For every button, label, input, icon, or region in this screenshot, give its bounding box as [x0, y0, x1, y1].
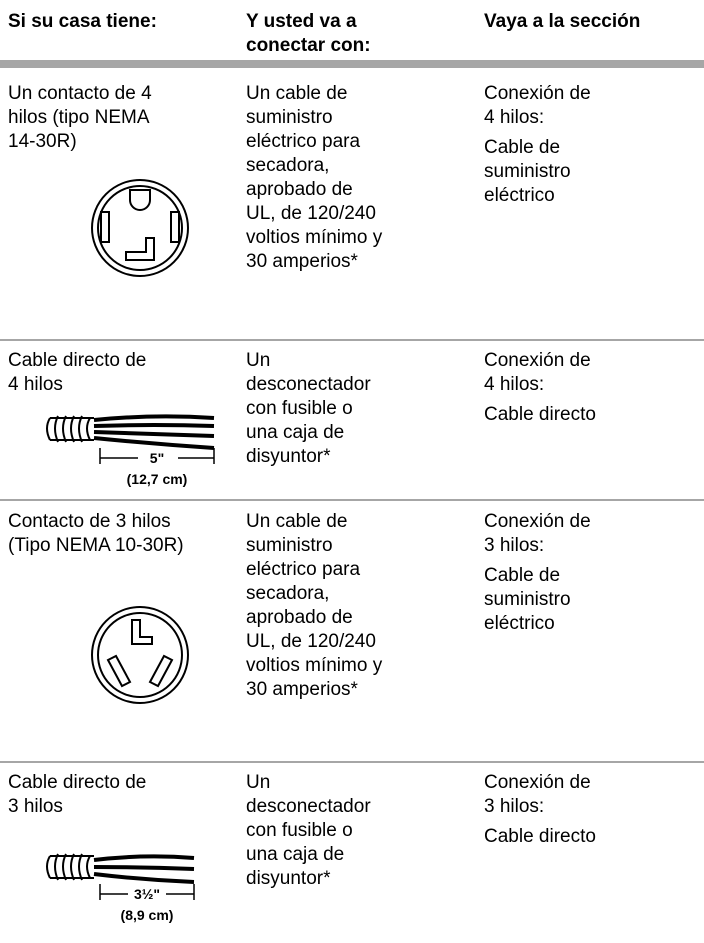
- text-line: con fusible o: [246, 398, 353, 419]
- section-cell: Conexión de 4 hilos: Cable de suministro elé…: [484, 82, 704, 214]
- text-line: conectar con:: [246, 35, 371, 56]
- text-line: Contacto de 3 hilos: [8, 511, 171, 532]
- text-line: disyuntor*: [246, 868, 331, 889]
- house-cell: Un contacto de 4 hilos (tipo NEMA 14-30R): [8, 82, 238, 154]
- house-cell: Contacto de 3 hilos (Tipo NEMA 10-30R): [8, 510, 238, 558]
- section-cell: Conexión de 3 hilos: Cable directo: [484, 771, 704, 855]
- text-line: suministro: [246, 535, 333, 556]
- text-line: voltios mínimo y: [246, 227, 383, 248]
- header-rule: [0, 60, 704, 68]
- section-cell: Conexión de 4 hilos: Cable directo: [484, 349, 704, 433]
- text-line: hilos (tipo NEMA: [8, 107, 150, 128]
- text-line: UL, de 120/240: [246, 631, 376, 652]
- paragraph: Conexión de 3 hilos:: [484, 771, 704, 819]
- cable-4-wire: [46, 414, 215, 464]
- text-line: suministro: [484, 161, 571, 182]
- text-line: 3 hilos: [8, 796, 63, 817]
- dimension-label: (8,9 cm): [121, 907, 174, 923]
- text-line: 3 hilos:: [484, 796, 545, 817]
- section-cell: Conexión de 3 hilos: Cable de suministro elé…: [484, 510, 704, 642]
- row-rule: [0, 339, 704, 341]
- text-line: Cable de: [484, 137, 561, 158]
- text-line: eléctrico: [484, 613, 555, 634]
- house-cell: Cable directo de 3 hilos: [8, 771, 238, 819]
- text-line: secadora,: [246, 583, 330, 604]
- connect-cell: Un cable de suministro eléctrico para secad…: [246, 510, 476, 702]
- dimension-label: 5": [150, 450, 164, 466]
- text-line: eléctrico para: [246, 131, 361, 152]
- paragraph: Cable directo: [484, 825, 704, 849]
- text-line: Un: [246, 350, 271, 371]
- paragraph: Conexión de 4 hilos:: [484, 349, 704, 397]
- text-line: 4 hilos:: [484, 374, 545, 395]
- text-line: con fusible o: [246, 820, 353, 841]
- paragraph: Cable de suministro eléctrico: [484, 136, 704, 208]
- text-line: Cable directo de: [8, 350, 147, 371]
- text-line: (Tipo NEMA 10-30R): [8, 535, 184, 556]
- text-line: voltios mínimo y: [246, 655, 383, 676]
- house-cell: Cable directo de 4 hilos: [8, 349, 238, 397]
- outlet-3-wire: [91, 606, 189, 704]
- text-line: 30 amperios*: [246, 251, 358, 272]
- text-line: suministro: [246, 107, 333, 128]
- text-line: Cable directo de: [8, 772, 147, 793]
- text-line: Si su casa tiene:: [8, 11, 157, 32]
- paragraph: Conexión de 4 hilos:: [484, 82, 704, 130]
- text-line: una caja de: [246, 844, 345, 865]
- text-line: disyuntor*: [246, 446, 331, 467]
- text-line: 4 hilos:: [484, 107, 545, 128]
- text-line: aprobado de: [246, 607, 353, 628]
- header-cell: Vaya a la sección: [484, 10, 704, 34]
- text-line: Conexión de: [484, 772, 591, 793]
- header-cell: Si su casa tiene:: [8, 10, 238, 34]
- paragraph: Cable de suministro eléctrico: [484, 564, 704, 636]
- text-line: aprobado de: [246, 179, 353, 200]
- paragraph: Cable directo: [484, 403, 704, 427]
- connect-cell: Un desconectador con fusible o una caja de d…: [246, 349, 476, 469]
- connect-cell: Un desconectador con fusible o una caja de d…: [246, 771, 476, 891]
- text-line: Un cable de: [246, 511, 348, 532]
- text-line: eléctrico para: [246, 559, 361, 580]
- text-line: 30 amperios*: [246, 679, 358, 700]
- text-line: secadora,: [246, 155, 330, 176]
- text-line: Un: [246, 772, 271, 793]
- text-line: 3 hilos:: [484, 535, 545, 556]
- text-line: suministro: [484, 589, 571, 610]
- text-line: Cable directo: [484, 404, 596, 425]
- text-line: Y usted va a: [246, 11, 357, 32]
- text-line: Vaya a la sección: [484, 11, 641, 32]
- text-line: Un contacto de 4: [8, 83, 152, 104]
- text-line: una caja de: [246, 422, 345, 443]
- header-cell: Y usted va a conectar con:: [246, 10, 476, 58]
- paragraph: Conexión de 3 hilos:: [484, 510, 704, 558]
- cable-3-wire: [46, 853, 195, 900]
- dimension-label: (12,7 cm): [127, 471, 188, 487]
- text-line: 4 hilos: [8, 374, 63, 395]
- text-line: eléctrico: [484, 185, 555, 206]
- text-line: Un cable de: [246, 83, 348, 104]
- connect-cell: Un cable de suministro eléctrico para secad…: [246, 82, 476, 274]
- row-rule: [0, 499, 704, 501]
- text-line: UL, de 120/240: [246, 203, 376, 224]
- text-line: Conexión de: [484, 511, 591, 532]
- row-rule: [0, 761, 704, 763]
- text-line: Cable de: [484, 565, 561, 586]
- text-line: desconectador: [246, 374, 371, 395]
- text-line: Conexión de: [484, 83, 591, 104]
- text-line: Cable directo: [484, 826, 596, 847]
- text-line: desconectador: [246, 796, 371, 817]
- outlet-4-wire: [91, 179, 189, 277]
- text-line: Conexión de: [484, 350, 591, 371]
- text-line: 14-30R): [8, 131, 77, 152]
- dimension-label: 3½": [134, 886, 160, 902]
